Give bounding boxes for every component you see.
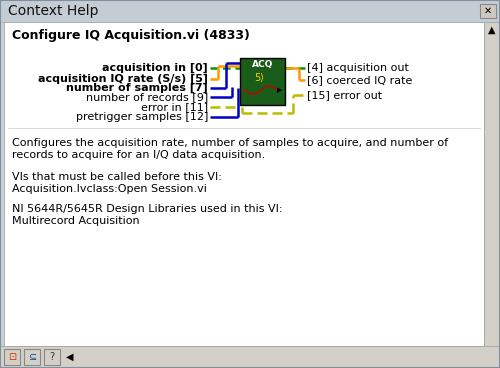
- Text: number of samples [7]: number of samples [7]: [66, 83, 208, 93]
- Text: [4] acquisition out: [4] acquisition out: [307, 63, 409, 73]
- Text: number of records [9]: number of records [9]: [86, 92, 208, 102]
- Text: Multirecord Acquisition: Multirecord Acquisition: [12, 216, 140, 226]
- Bar: [4, 349, 20, 365]
- Text: ⊆: ⊆: [28, 352, 36, 362]
- Bar: [480, 4, 496, 18]
- Text: Configure IQ Acquisition.vi (4833): Configure IQ Acquisition.vi (4833): [12, 29, 250, 42]
- Bar: [0, 346, 500, 368]
- Text: ?: ?: [50, 352, 54, 362]
- Text: ✕: ✕: [484, 6, 492, 16]
- Bar: [240, 58, 285, 105]
- Text: 5⟩: 5⟩: [254, 73, 264, 83]
- Bar: [0, 0, 500, 22]
- Bar: [44, 349, 60, 365]
- Text: ◀: ◀: [66, 352, 74, 362]
- Text: pretrigger samples [12]: pretrigger samples [12]: [76, 112, 208, 122]
- Text: ▲: ▲: [488, 25, 496, 35]
- Text: ACQ: ACQ: [252, 60, 273, 70]
- Bar: [4, 22, 484, 346]
- Text: Acquisition.lvclass:Open Session.vi: Acquisition.lvclass:Open Session.vi: [12, 184, 207, 194]
- Text: VIs that must be called before this VI:: VIs that must be called before this VI:: [12, 172, 222, 182]
- Bar: [484, 22, 500, 346]
- Text: ⊡: ⊡: [8, 352, 16, 362]
- Text: NI 5644R/5645R Design Libraries used in this VI:: NI 5644R/5645R Design Libraries used in …: [12, 204, 282, 214]
- Text: [15] error out: [15] error out: [307, 90, 382, 100]
- Bar: [24, 349, 40, 365]
- Text: error in [11]: error in [11]: [141, 102, 208, 112]
- Text: acquisition in [0]: acquisition in [0]: [102, 63, 208, 73]
- Text: ▶: ▶: [278, 87, 282, 93]
- Text: Context Help: Context Help: [8, 4, 98, 18]
- Text: Configures the acquisition rate, number of samples to acquire, and number of: Configures the acquisition rate, number …: [12, 138, 448, 148]
- Text: acquisition IQ rate (S/s) [5]: acquisition IQ rate (S/s) [5]: [38, 74, 208, 84]
- Text: [6] coerced IQ rate: [6] coerced IQ rate: [307, 75, 412, 85]
- Text: records to acquire for an I/Q data acquisition.: records to acquire for an I/Q data acqui…: [12, 150, 265, 160]
